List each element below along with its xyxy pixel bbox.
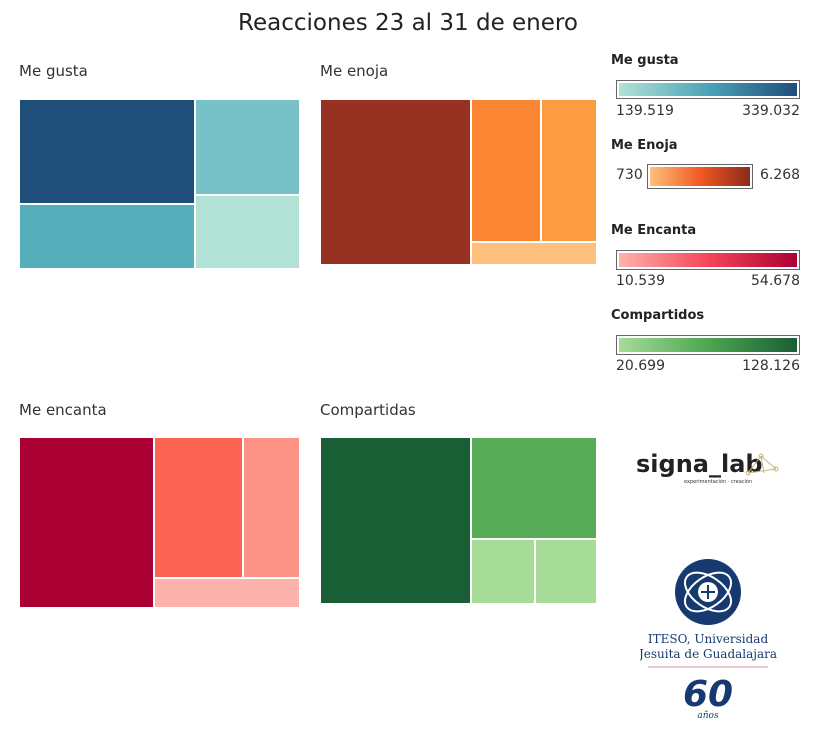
treemap-tile [471,539,535,604]
legend-title-me-gusta: Me gusta [611,53,679,68]
treemap-tile [19,204,195,269]
treemap-me-gusta [19,99,300,269]
legend-gradient-compartidos [616,335,800,355]
iteso-60-years: 60 [683,674,733,715]
treemap-tile [541,99,597,242]
legend-max-me-encanta: 54.678 [751,273,800,289]
signa-lab-wordmark: signa_lab [636,450,763,478]
chart-title: Reacciones 23 al 31 de enero [238,10,578,36]
legend-min-compartidos: 20.699 [616,358,665,374]
treemap-label-me-encanta: Me encanta [19,401,107,419]
legend-gradient-me-enoja [647,164,753,189]
iteso-logo-graphic: ITESO, Universidad Jesuita de Guadalajar… [637,559,777,721]
treemap-tile [471,99,541,242]
legend-min-me-gusta: 139.519 [616,103,674,119]
treemap-tile [195,195,300,269]
treemap-tile [195,99,300,195]
treemap-me-enoja [320,99,597,265]
iteso-logo: ITESO, Universidad Jesuita de Guadalajar… [637,558,780,723]
treemap-tile [320,99,471,265]
treemap-tile [154,578,300,608]
legend-gradient-me-encanta [616,250,800,270]
legend-max-compartidos: 128.126 [742,358,800,374]
legend-max-me-enoja: 6.268 [760,167,801,183]
treemap-tile [471,242,597,265]
legend-title-me-encanta: Me Encanta [611,223,697,238]
legend-title-compartidos: Compartidos [611,308,705,323]
treemap-me-encanta [19,437,300,608]
treemap-compartidas [320,437,597,604]
legend-gradient-me-gusta [616,80,800,99]
treemap-label-compartidas: Compartidas [320,401,416,419]
treemap-tile [471,437,597,539]
signa-lab-logo: signa_lab experimentación · creación [636,447,786,497]
treemap-tile [320,437,471,604]
treemap-label-me-gusta: Me gusta [19,62,88,80]
signa-lab-tagline: experimentación · creación [684,478,752,485]
treemap-tile [243,437,300,578]
treemap-tile [19,437,154,608]
iteso-name-line2: Jesuita de Guadalajara [640,647,777,661]
treemap-tile [535,539,597,604]
legend-max-me-gusta: 339.032 [742,103,800,119]
iteso-name-line1: ITESO, Universidad [648,632,769,646]
treemap-tile [154,437,243,578]
treemap-label-me-enoja: Me enoja [320,62,389,80]
legend-min-me-encanta: 10.539 [616,273,665,289]
signa-lab-logo-graphic: signa_lab experimentación · creación [636,450,779,485]
treemap-tile [19,99,195,204]
legend-min-me-enoja: 730 [616,167,643,183]
iteso-years-label: años [697,711,719,721]
legend-title-me-enoja: Me Enoja [611,138,678,153]
